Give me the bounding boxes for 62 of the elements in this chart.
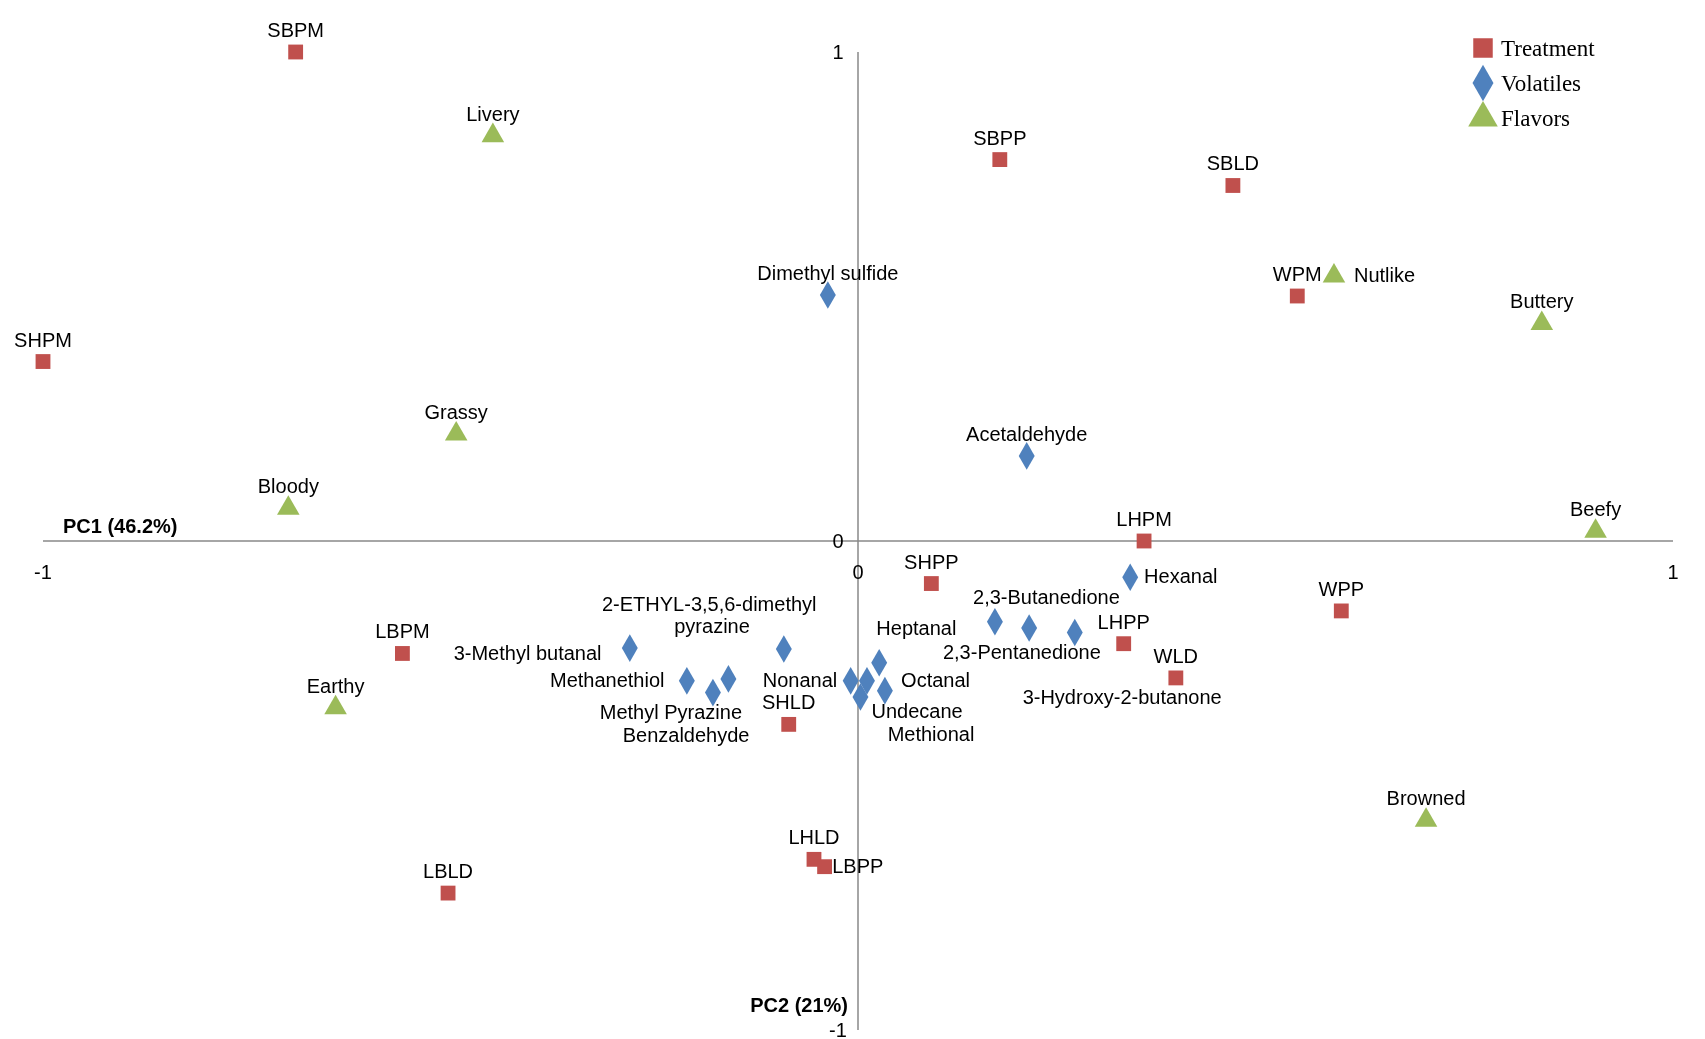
annotation: LBPM <box>375 620 430 643</box>
annotation: Dimethyl sulfide <box>757 262 899 285</box>
point <box>1225 178 1241 193</box>
annotation: LBLD <box>423 860 474 883</box>
y-tick-label: -1 <box>829 1019 847 1039</box>
annotation: SHPM <box>14 328 72 351</box>
annotation: Undecane <box>871 699 963 722</box>
annotation: Nonanal <box>762 668 838 691</box>
x-tick-label: 1 <box>1667 561 1679 583</box>
annotation: Heptanal <box>876 616 957 639</box>
annotation: Nutlike <box>1353 263 1416 286</box>
annotation: SBPP <box>973 126 1027 149</box>
point <box>395 646 410 661</box>
annotation: SHPP <box>904 550 959 573</box>
y-tick-label: 1 <box>832 41 844 63</box>
annotation: Methanethiol <box>549 668 665 691</box>
point <box>923 576 939 591</box>
annotation: Beefy <box>1570 498 1622 521</box>
annotation: Acetaldehyde <box>966 422 1088 445</box>
annotation: Bloody <box>257 475 319 498</box>
annotation: LHLD <box>788 826 840 849</box>
x-axis-title: PC1 (46.2%) <box>63 515 178 537</box>
annotation: 2-ETHYL-3,5,6-dimethyl pyrazine <box>601 593 823 638</box>
legend-label: Treatment <box>1501 36 1596 61</box>
annotation: Browned <box>1386 787 1466 810</box>
annotation: Grassy <box>424 400 488 423</box>
legend-label: Volatiles <box>1501 71 1582 96</box>
annotation: WLD <box>1153 644 1199 667</box>
annotation: WPM <box>1272 263 1322 286</box>
annotation: 2,3-Butanedione <box>973 586 1120 609</box>
annotation: Methional <box>887 722 975 745</box>
annotation: SBLD <box>1206 152 1260 175</box>
point <box>781 716 797 732</box>
x-tick-label: -1 <box>34 561 52 583</box>
point <box>1289 288 1305 304</box>
annotation: Livery <box>466 102 520 125</box>
point <box>35 354 51 369</box>
point <box>1333 603 1349 619</box>
annotation: Benzaldehyde <box>622 724 750 747</box>
point <box>992 152 1008 167</box>
annotation: LHPP <box>1097 610 1150 633</box>
annotation: Octanal <box>901 668 971 691</box>
annotation: SHLD <box>762 691 816 714</box>
point <box>817 859 832 875</box>
annotation: WPP <box>1318 577 1365 600</box>
point <box>288 44 304 60</box>
annotation: Earthy <box>306 674 365 697</box>
annotation: Methyl Pyrazine <box>599 700 743 723</box>
annotation: Buttery <box>1510 290 1574 313</box>
annotation: 2,3-Pentanedione <box>942 641 1101 664</box>
point <box>1168 670 1184 686</box>
point <box>1116 636 1132 652</box>
annotation: SBPM <box>267 19 324 41</box>
annotation: LHPM <box>1116 508 1172 530</box>
annotation: 3-Methyl butanal <box>453 642 602 665</box>
y-axis-title: PC2 (21%) <box>750 994 848 1016</box>
x-tick-label: 0 <box>852 561 864 583</box>
annotation: 3-Hydroxy-2-butanone <box>1022 686 1222 709</box>
annotation: Hexanal <box>1144 565 1218 588</box>
annotation: LBPP <box>832 854 884 877</box>
y-tick-label: 0 <box>832 530 844 552</box>
legend-label: Flavors <box>1501 106 1571 131</box>
